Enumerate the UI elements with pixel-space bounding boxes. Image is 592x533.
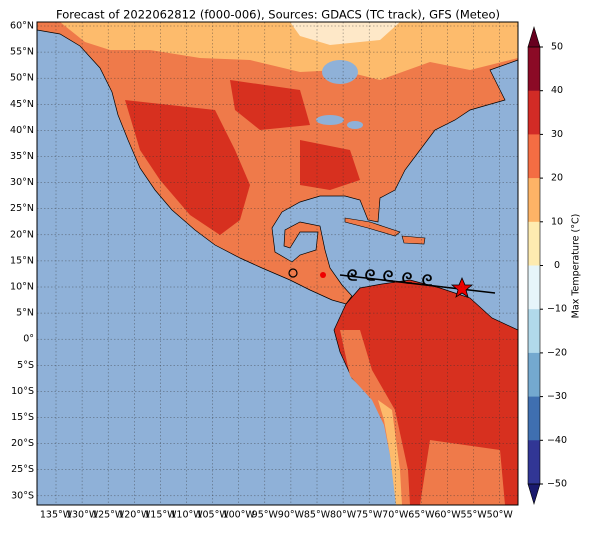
land-hot-west bbox=[125, 100, 250, 235]
colorbar-segment bbox=[528, 47, 540, 92]
lat-label: 15°S bbox=[11, 412, 34, 423]
storm-track: ᘓ ᘓ ᘓ ᘓ ᘓ bbox=[288, 267, 496, 298]
lat-label: 5°N bbox=[16, 308, 34, 319]
lat-label: 35°N bbox=[10, 151, 34, 162]
track-point bbox=[320, 272, 326, 278]
lat-label: 45°N bbox=[10, 99, 34, 110]
lat-label: 0° bbox=[23, 334, 34, 345]
colorbar-segment bbox=[528, 265, 540, 310]
lon-label: 85°W bbox=[304, 510, 331, 521]
track-point bbox=[288, 268, 298, 278]
map-frame bbox=[36, 21, 519, 506]
colorbar: 50 40 30 20 10 0 −10 −20 −30 −40 −50 bbox=[527, 25, 567, 506]
lon-label: 125°W bbox=[92, 510, 125, 521]
land-cool-andes bbox=[378, 400, 402, 505]
colorbar-segment bbox=[528, 352, 540, 398]
colorbar-segment bbox=[528, 134, 540, 179]
lon-label: 105°W bbox=[196, 510, 229, 521]
lat-label: 5°S bbox=[17, 360, 34, 371]
land-warm-south bbox=[420, 440, 505, 505]
lon-label: 55°W bbox=[460, 510, 487, 521]
cyclone-icon: ᘓ bbox=[365, 267, 376, 285]
lat-label: 40°N bbox=[10, 125, 34, 136]
lon-label: 70°W bbox=[382, 510, 409, 521]
map-title: Forecast of 2022062812 (f000-006), Sourc… bbox=[56, 8, 500, 22]
land-hot-central bbox=[230, 80, 310, 130]
land-north-america bbox=[37, 22, 518, 305]
lat-label: 10°S bbox=[11, 386, 34, 397]
land-cool-north bbox=[60, 22, 518, 80]
lat-label: 60°N bbox=[10, 21, 34, 32]
lat-label: 20°S bbox=[11, 438, 34, 449]
track-line bbox=[339, 274, 496, 294]
cyclone-symbols: ᘓ ᘓ ᘓ ᘓ ᘓ bbox=[347, 267, 433, 290]
colorbar-tick-label: 0 bbox=[554, 260, 560, 271]
cyclone-icon: ᘓ bbox=[383, 268, 394, 286]
colorbar-tick-label: −40 bbox=[547, 435, 567, 446]
land-cold-north bbox=[290, 22, 400, 45]
lake bbox=[347, 121, 363, 129]
graticule bbox=[37, 22, 518, 505]
colorbar-tick-label: −10 bbox=[547, 304, 567, 315]
land-hot-east bbox=[300, 140, 360, 190]
lat-label: 20°N bbox=[10, 229, 34, 240]
lat-label: 30°S bbox=[11, 490, 34, 501]
lon-label: 115°W bbox=[144, 510, 177, 521]
colorbar-segment bbox=[528, 396, 540, 441]
colorbar-tick-label: 30 bbox=[551, 129, 563, 140]
colorbar-segment bbox=[528, 90, 540, 135]
lat-label: 15°N bbox=[10, 255, 34, 266]
colorbar-extend-top bbox=[527, 25, 541, 48]
colorbar-tick-label: 20 bbox=[551, 173, 563, 184]
colorbar-tick-label: 10 bbox=[551, 216, 563, 227]
lon-label: 65°W bbox=[408, 510, 435, 521]
lat-label: 25°N bbox=[10, 203, 34, 214]
lon-label: 90°W bbox=[278, 510, 305, 521]
lon-label: 100°W bbox=[223, 510, 256, 521]
cyclone-icon: ᘓ bbox=[347, 267, 358, 285]
lon-label: 50°W bbox=[487, 510, 514, 521]
colorbar-segment bbox=[528, 440, 540, 485]
lat-label: 25°S bbox=[11, 464, 34, 475]
lon-label: 75°W bbox=[356, 510, 383, 521]
colorbar-extend-bottom bbox=[527, 483, 541, 506]
lon-label: 110°W bbox=[170, 510, 203, 521]
cyclone-icon: ᘓ bbox=[422, 272, 433, 290]
lat-label: 55°N bbox=[10, 47, 34, 58]
lake bbox=[316, 115, 344, 125]
colorbar-tick-label: 50 bbox=[551, 42, 563, 53]
colorbar-tick-label: −20 bbox=[547, 347, 567, 358]
colorbar-segment bbox=[528, 309, 540, 354]
lon-label: 120°W bbox=[118, 510, 151, 521]
colorbar-segment bbox=[528, 221, 540, 266]
lat-label: 10°N bbox=[10, 282, 34, 293]
map-body: ᘓ ᘓ ᘓ ᘓ ᘓ bbox=[37, 22, 518, 505]
lon-label: 60°W bbox=[434, 510, 461, 521]
colorbar-tick-label: −30 bbox=[547, 391, 567, 402]
hudson-bay bbox=[322, 60, 358, 84]
colorbar-segment bbox=[528, 178, 540, 223]
colorbar-tick-label: −50 bbox=[547, 479, 567, 490]
current-position bbox=[450, 276, 474, 298]
lat-label: 30°N bbox=[10, 177, 34, 188]
cyclone-icon: ᘓ bbox=[402, 270, 413, 288]
land-cuba bbox=[344, 217, 401, 237]
lon-label: 95°W bbox=[252, 510, 279, 521]
colorbar-label: Max Temperature (°C) bbox=[571, 214, 582, 319]
lon-label: 130°W bbox=[66, 510, 99, 521]
lon-label: 80°W bbox=[330, 510, 357, 521]
lat-label: 50°N bbox=[10, 73, 34, 84]
land-hispaniola bbox=[401, 235, 426, 245]
lon-label: 135°W bbox=[40, 510, 73, 521]
colorbar-tick-label: 40 bbox=[551, 85, 563, 96]
